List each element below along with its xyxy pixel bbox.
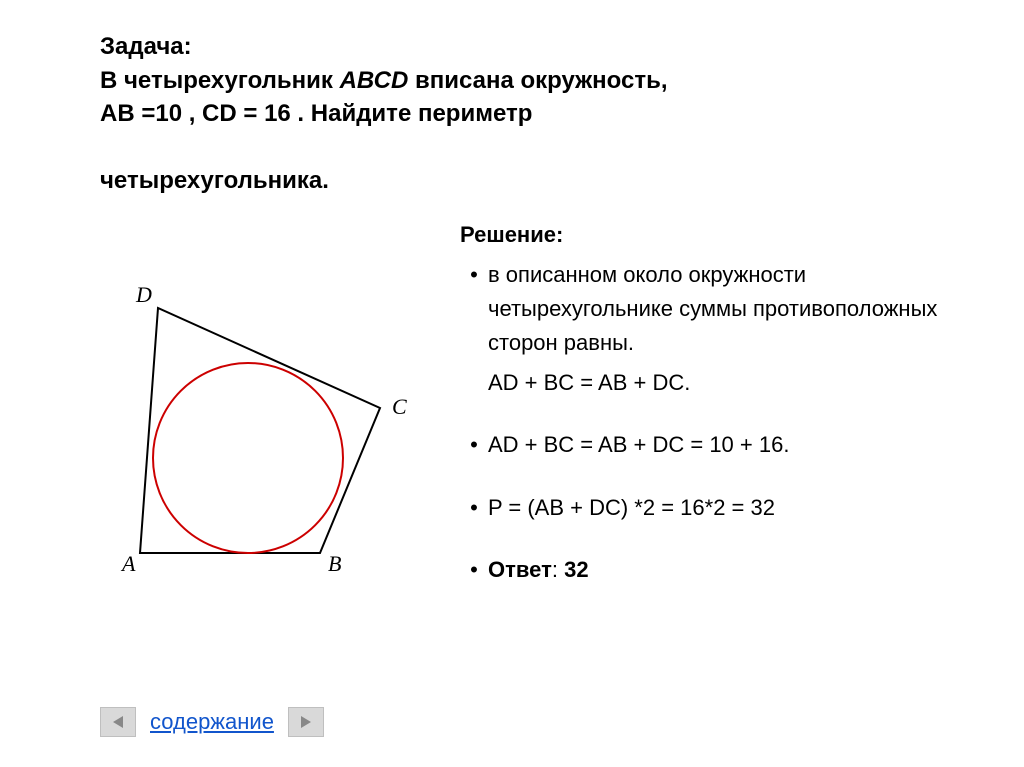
triangle-left-icon xyxy=(111,715,125,729)
solution-item-1: в описанном около окружности четырехугол… xyxy=(488,258,984,360)
svg-text:B: B xyxy=(328,551,341,576)
triangle-right-icon xyxy=(299,715,313,729)
bullet-icon: • xyxy=(460,428,488,462)
solution-title: Решение: xyxy=(460,218,984,252)
svg-text:D: D xyxy=(135,282,152,307)
answer-colon: : xyxy=(552,557,564,582)
svg-text:C: C xyxy=(392,394,407,419)
next-button[interactable] xyxy=(288,707,324,737)
problem-title: Задача: xyxy=(100,33,192,60)
problem-line2: АВ =10 , CD = 16 . Найдите периметр xyxy=(100,100,532,127)
prev-button[interactable] xyxy=(100,707,136,737)
solution-item-4: Ответ: 32 xyxy=(488,553,589,587)
answer-label: Ответ xyxy=(488,557,552,582)
geometry-diagram: A B C D xyxy=(100,278,420,588)
solution-item-3: P = (AB + DC) *2 = 16*2 = 32 xyxy=(488,491,775,525)
solution-item-1b: AD + BC = AB + DC. xyxy=(460,366,984,400)
answer-value: 32 xyxy=(564,557,588,582)
problem-line1b: АВСD xyxy=(340,67,409,94)
problem-statement: Задача: В четырехугольник АВСD вписана о… xyxy=(100,30,984,198)
bullet-icon: • xyxy=(460,553,488,587)
solution-item-2: AD + BC = AB + DC = 10 + 16. xyxy=(488,428,789,462)
problem-line3: четырехугольника. xyxy=(100,167,329,194)
contents-link[interactable]: содержание xyxy=(150,709,274,735)
solution-block: Решение: • в описанном около окружности … xyxy=(430,218,984,593)
bullet-icon: • xyxy=(460,491,488,525)
problem-line1c: вписана окружность, xyxy=(408,67,667,94)
svg-text:A: A xyxy=(120,551,136,576)
problem-line1a: В четырехугольник xyxy=(100,67,340,94)
bullet-icon: • xyxy=(460,258,488,360)
